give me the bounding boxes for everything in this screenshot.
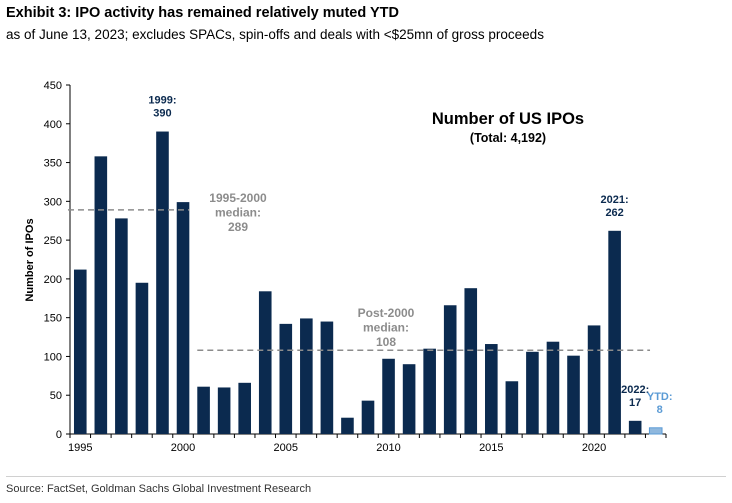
y-tick-label: 200 — [44, 274, 62, 286]
bar — [258, 291, 272, 434]
bar — [464, 288, 478, 434]
bar — [94, 156, 108, 434]
y-axis-label: Number of IPOs — [24, 218, 36, 301]
median-label: Post-2000 — [358, 306, 415, 320]
median-label: median: — [363, 321, 409, 335]
bar — [300, 318, 313, 434]
source-note: Source: FactSet, Goldman Sachs Global In… — [6, 483, 312, 495]
bar-annotation: YTD: — [647, 391, 673, 403]
bar — [279, 323, 293, 434]
x-tick-label: 2015 — [479, 442, 503, 454]
bar — [135, 282, 149, 434]
ipo-bar-chart: 0 50 100 150 200 250 300 350 400 450 1995 2000 2005… — [24, 80, 673, 454]
bar — [156, 131, 169, 435]
bar-annotations: 1999:390 2021:262 2022:17 YTD:8 — [148, 95, 672, 416]
y-tick-label: 150 — [44, 313, 62, 325]
bar-annotation: 390 — [153, 108, 171, 120]
y-tick-label: 50 — [50, 390, 62, 402]
y-tick-label: 250 — [44, 235, 62, 247]
bar — [176, 202, 190, 434]
x-tick-label: 1995 — [68, 442, 92, 454]
exhibit-subtitle: as of June 13, 2023; excludes SPACs, spi… — [6, 27, 544, 42]
y-tick-label: 450 — [44, 80, 62, 92]
bar — [73, 269, 87, 434]
y-tick-label: 300 — [44, 196, 62, 208]
bar-annotation: 8 — [657, 404, 663, 416]
bar — [587, 325, 601, 434]
x-tick-label: 2000 — [171, 442, 195, 454]
median-label: median: — [215, 206, 261, 220]
bar — [485, 344, 498, 434]
bar — [546, 341, 560, 434]
median-label: 1995-2000 — [209, 191, 267, 205]
bar — [423, 348, 436, 434]
bars — [73, 131, 663, 435]
x-tick-label: 2020 — [582, 442, 606, 454]
x-tick-label: 2005 — [274, 442, 298, 454]
bar — [443, 305, 457, 434]
bar — [320, 321, 334, 434]
bar — [217, 387, 231, 434]
y-tick-label: 400 — [44, 119, 62, 131]
y-tick-label: 0 — [56, 429, 62, 441]
bar — [197, 386, 210, 434]
y-tick-label: 350 — [44, 158, 62, 170]
median-label: 289 — [228, 220, 248, 234]
median-label: 108 — [376, 335, 396, 349]
bar-annotation: 262 — [605, 207, 623, 219]
bar-annotation: 17 — [629, 397, 641, 409]
bar — [238, 382, 251, 434]
y-axis: 0 50 100 150 200 250 300 350 400 450 — [44, 80, 71, 441]
bar — [341, 417, 354, 434]
bar-annotation: 2021: — [601, 194, 629, 206]
chart-subtitle: (Total: 4,192) — [470, 131, 546, 145]
bar — [115, 218, 128, 434]
chart-title: Number of US IPOs — [432, 110, 584, 128]
x-axis: 1995 2000 2005 2010 2015 2020 — [68, 433, 667, 454]
bar-ytd — [648, 427, 663, 435]
bar — [608, 230, 621, 434]
bar — [361, 400, 375, 434]
bar — [382, 358, 395, 434]
bar — [402, 364, 416, 434]
bar-annotation: 1999: — [148, 95, 176, 107]
y-tick-label: 100 — [44, 351, 62, 363]
bar — [628, 420, 642, 434]
bar — [526, 351, 539, 434]
exhibit-title: Exhibit 3: IPO activity has remained rel… — [6, 5, 399, 21]
source-divider — [6, 476, 726, 477]
bar-annotation: 2022: — [621, 384, 649, 396]
bar — [567, 355, 580, 434]
bar — [505, 381, 519, 434]
x-tick-label: 2010 — [376, 442, 400, 454]
